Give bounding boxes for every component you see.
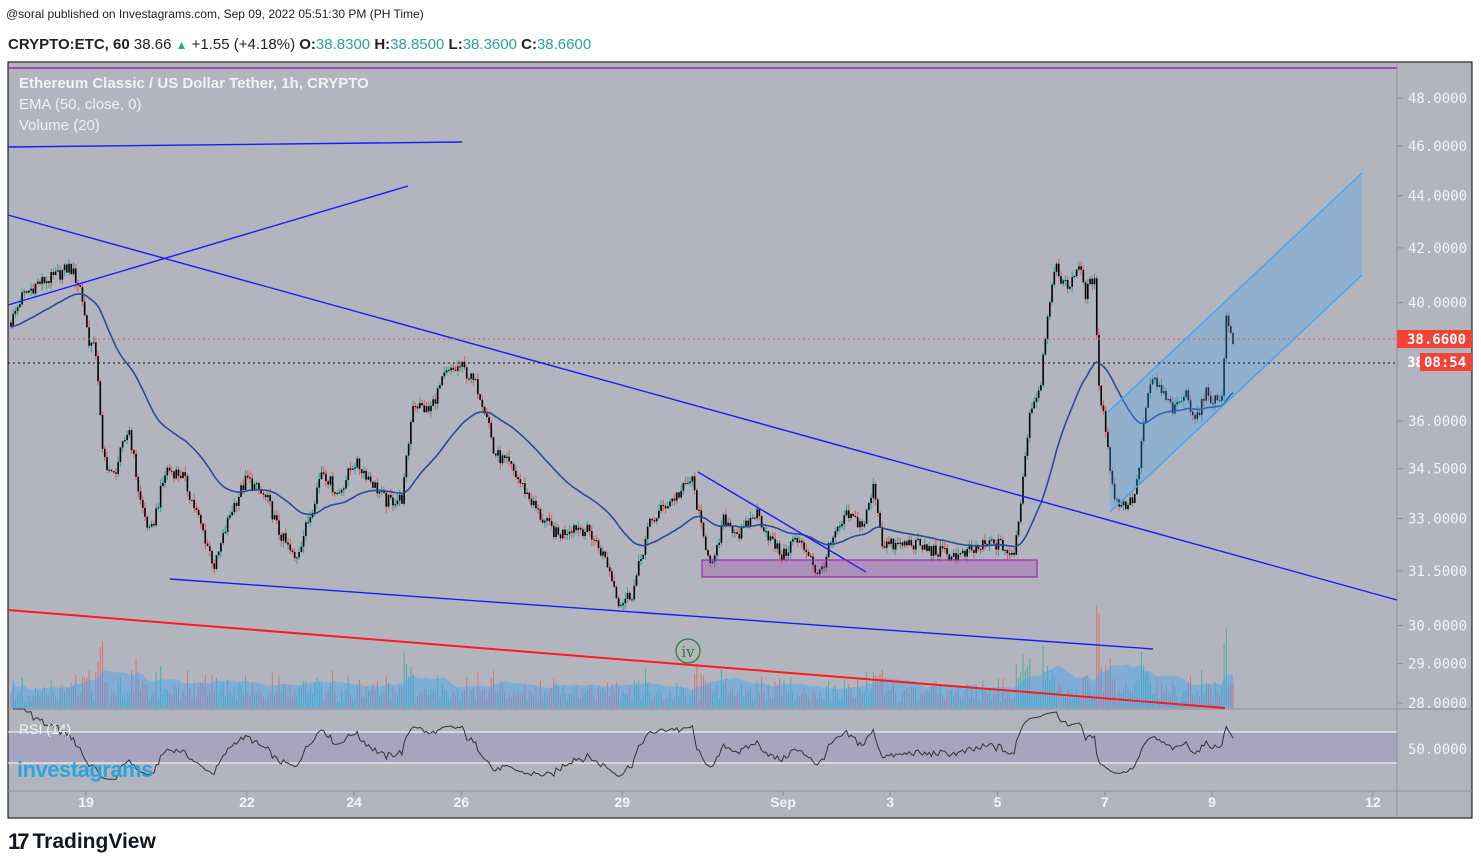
price-tick-label: 44.0000 [1408, 189, 1467, 205]
high-value: 38.8500 [390, 36, 445, 53]
countdown-prefix: 38 [1407, 355, 1424, 371]
time-tick-label: 29 [614, 794, 630, 810]
ema-line [10, 292, 1234, 548]
tradingview-brand: 17 TradingView [8, 829, 156, 855]
last-price-badge [1397, 330, 1472, 348]
low-value: 38.3600 [462, 36, 517, 53]
candles-layer [10, 258, 1234, 611]
low-label: L: [448, 36, 463, 53]
red-support-line[interactable] [7, 609, 1226, 709]
last-price: 38.66 [133, 36, 172, 53]
horizontal-trendline[interactable] [7, 141, 463, 148]
countdown-text: 08:54 [1424, 355, 1466, 371]
investagrams-watermark: investagrams [17, 757, 153, 782]
brand-name: TradingView [32, 830, 156, 853]
rsi-legend[interactable]: RSI (14) [19, 721, 72, 737]
wave-label: iv [681, 643, 695, 661]
high-label: H: [374, 36, 391, 53]
close-label: C: [521, 36, 537, 53]
drawings: iv [7, 141, 1398, 709]
symbol: CRYPTO:ETC, 60 [8, 36, 130, 53]
open-value: 38.8300 [315, 36, 371, 53]
volume-legend[interactable]: Volume (20) [19, 117, 100, 134]
price-tick-label: 40.0000 [1408, 296, 1467, 312]
time-tick-label: 9 [1208, 794, 1216, 810]
time-tick-label: 12 [1365, 794, 1381, 810]
price-axis[interactable]: 48.0000 46.0000 44.0000 42.0000 40.0000 36.00… [1397, 91, 1467, 758]
descending-resistance-line[interactable] [7, 214, 1398, 601]
price-tick-label: 42.0000 [1408, 241, 1467, 257]
price-tick-label: 34.5000 [1408, 462, 1467, 478]
price-tick-label: 46.0000 [1408, 139, 1467, 155]
time-tick-label: 7 [1101, 794, 1109, 810]
price-change: +1.55 (+4.18%) [191, 36, 296, 53]
demand-zone-rect[interactable] [701, 559, 1038, 578]
volume-ma-area [10, 664, 1234, 708]
close-value: 38.6600 [536, 36, 592, 53]
up-triangle-icon: ▲ [175, 38, 188, 52]
volume-layer [10, 604, 1234, 708]
price-tick-label: 29.0000 [1408, 657, 1467, 673]
price-tick-label: 36.0000 [1408, 414, 1467, 430]
price-tick-label: 33.0000 [1408, 512, 1467, 528]
price-tick-label: 28.0000 [1408, 696, 1467, 712]
countdown-badge [1420, 353, 1472, 371]
price-tick-label: 48.0000 [1408, 91, 1467, 107]
tradingview-logo-icon: 17 [8, 829, 30, 854]
time-tick-label: 5 [994, 794, 1002, 810]
time-tick-label: 24 [346, 794, 362, 810]
last-price-badge-text: 38.6600 [1407, 332, 1466, 348]
descending-support-line[interactable] [169, 578, 1154, 650]
ema-legend[interactable]: EMA (50, close, 0) [19, 96, 142, 113]
rsi-tick-label: 50.0000 [1408, 742, 1467, 758]
chart-title: Ethereum Classic / US Dollar Tether, 1h,… [19, 75, 369, 92]
rising-trendline[interactable] [7, 185, 409, 306]
symbol-header: CRYPTO:ETC, 60 38.66 ▲ +1.55 (+4.18%) O:… [8, 36, 591, 53]
rsi-line [13, 708, 1234, 780]
price-tick-label: 31.5000 [1408, 564, 1467, 580]
open-label: O: [299, 36, 316, 53]
short-downtrend-line[interactable] [697, 471, 867, 573]
time-tick-label: 26 [454, 794, 470, 810]
price-tick-label: 30.0000 [1408, 619, 1467, 635]
time-tick-label: 3 [886, 794, 894, 810]
time-tick-label: 22 [239, 794, 255, 810]
channel-fill[interactable] [1108, 173, 1362, 512]
time-tick-label: 19 [78, 794, 94, 810]
time-axis[interactable]: 19 22 24 26 29 Sep 3 5 7 9 12 [78, 791, 1381, 810]
published-caption: @soral published on Investagrams.com, Se… [6, 7, 424, 21]
wave-label-circle[interactable] [675, 638, 701, 664]
channel-upper-line[interactable] [1107, 172, 1363, 413]
channel-lower-line[interactable] [1109, 274, 1363, 513]
time-tick-label: Sep [770, 794, 796, 810]
